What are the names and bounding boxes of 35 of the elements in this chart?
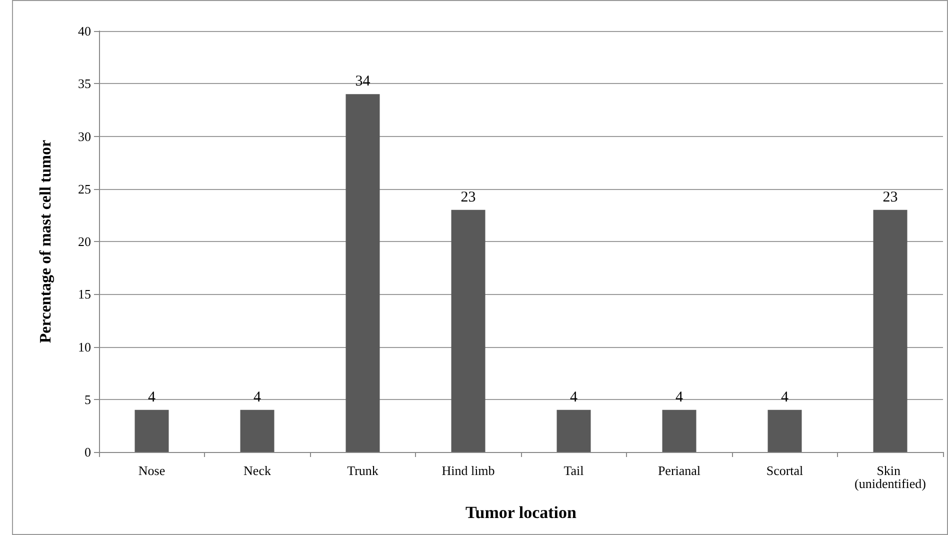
y-tick-label: 5: [84, 392, 91, 407]
bar: [240, 410, 274, 452]
bar: [873, 210, 908, 452]
x-tick-label: Perianal: [658, 463, 701, 478]
x-axis-title: Tumor location: [466, 503, 578, 522]
y-tick-label: 20: [78, 234, 91, 249]
y-tick-label: 40: [78, 24, 91, 38]
data-label: 4: [570, 389, 578, 406]
bar: [451, 210, 486, 452]
x-tick-label: Trunk: [347, 463, 379, 478]
data-label: 34: [355, 74, 371, 90]
bar: [346, 94, 380, 452]
x-tick-label: Hind limb: [442, 463, 495, 478]
data-label: 23: [460, 189, 476, 206]
y-tick-label: 25: [78, 181, 91, 196]
y-tick-label: 10: [78, 339, 91, 354]
x-tick-label: Skin (unidentified): [854, 463, 926, 491]
x-tick-label: Nose: [138, 463, 166, 478]
bar: [662, 410, 696, 452]
data-label: 23: [882, 189, 898, 206]
data-label: 4: [148, 389, 156, 406]
y-tick-label: 30: [78, 128, 91, 144]
y-tick-label: 15: [78, 286, 91, 302]
data-label: 4: [676, 389, 684, 406]
bar: [556, 410, 591, 452]
data-label: 4: [781, 389, 789, 406]
bar: [134, 410, 169, 452]
x-tick-label: Scortal: [766, 463, 804, 478]
x-tick-label: Neck: [244, 463, 272, 478]
data-label: 4: [254, 389, 262, 406]
x-tick-label: Tail: [564, 463, 584, 478]
y-axis-title: Percentage of mast cell tumor: [38, 140, 54, 344]
bar: [768, 410, 802, 452]
y-tick-label: 35: [78, 76, 91, 92]
y-tick-label: 0: [84, 444, 91, 460]
